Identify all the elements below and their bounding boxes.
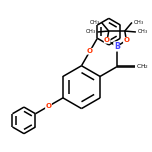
Text: B: B [114,42,120,51]
Text: CH$_3$: CH$_3$ [133,18,144,27]
Text: O: O [45,103,52,109]
Text: O: O [104,37,110,43]
Text: CH$_3$: CH$_3$ [89,18,101,27]
Text: CH$_2$: CH$_2$ [136,62,149,71]
Text: O: O [123,37,129,43]
Text: CH$_3$: CH$_3$ [137,28,148,36]
Text: CH$_3$: CH$_3$ [85,28,97,36]
Text: B: B [114,42,120,51]
Text: O: O [87,48,93,54]
